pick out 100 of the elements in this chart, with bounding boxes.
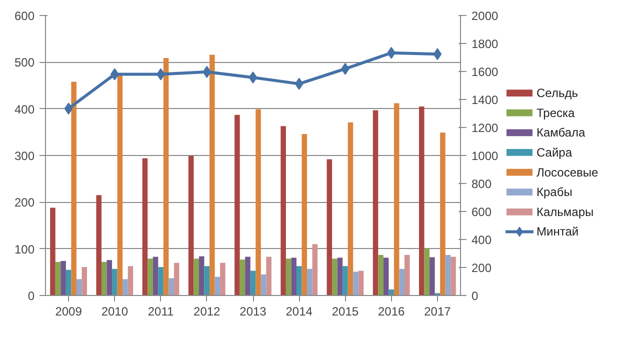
bar: [50, 208, 56, 296]
bar: [394, 103, 400, 296]
bar: [404, 254, 410, 296]
y2-tick-label: 2000: [472, 9, 499, 23]
bar: [430, 257, 435, 296]
point: [294, 78, 304, 90]
bar: [383, 258, 389, 296]
bar: [96, 195, 102, 296]
x-tick-label: 2017: [424, 304, 452, 318]
y2-tick-label: 1800: [472, 37, 499, 51]
bar: [55, 262, 61, 296]
bar: [358, 270, 364, 296]
bar: [198, 256, 204, 296]
y-tick-label: 100: [14, 242, 35, 256]
bar: [60, 260, 66, 296]
bar: [280, 126, 286, 296]
bar: [342, 266, 348, 296]
bar: [117, 75, 123, 296]
bar: [214, 276, 220, 296]
bar: [188, 156, 194, 296]
bar: [122, 279, 128, 296]
bar: [163, 58, 169, 296]
x-tick-label: 2016: [378, 304, 406, 318]
bar: [76, 279, 82, 296]
y2-tick-label: 400: [472, 233, 492, 247]
y-tick-label: 0: [28, 289, 35, 303]
bar: [424, 248, 430, 296]
legend-label: Камбала: [536, 126, 586, 140]
bar: [296, 266, 302, 296]
bar: [174, 262, 180, 296]
bar: [307, 268, 312, 296]
bar: [302, 134, 308, 296]
x-tick-label: 2011: [148, 304, 174, 318]
bar: [419, 106, 424, 296]
x-tick-label: 2012: [194, 304, 221, 318]
point: [202, 66, 212, 78]
x-tick-label: 2013: [240, 304, 267, 318]
y-tick-label: 400: [14, 102, 35, 116]
x-tick-label: 2009: [55, 304, 82, 318]
bar: [194, 258, 199, 296]
bar: [66, 270, 72, 296]
bar: [450, 256, 456, 296]
y2-tick-label: 1200: [472, 121, 499, 135]
y-tick-label: 600: [14, 9, 35, 23]
x-tick-label: 2010: [101, 304, 128, 318]
legend-label: Сельдь: [536, 86, 578, 100]
y2-tick-label: 800: [472, 177, 492, 191]
legend-label: Минтай: [536, 224, 579, 239]
y2-tick-label: 0: [472, 289, 478, 303]
bar: [256, 109, 261, 296]
legend-label: Сайра: [536, 145, 572, 160]
point: [248, 72, 258, 84]
y2-tick-label: 1400: [472, 93, 499, 107]
bar: [337, 258, 343, 296]
bar: [378, 254, 384, 296]
bar: [399, 268, 405, 296]
bar: [245, 256, 250, 296]
point: [433, 48, 442, 60]
bar: [168, 278, 174, 296]
bar: [266, 256, 272, 296]
bar: [372, 110, 378, 296]
bar: [204, 266, 210, 296]
y-tick-label: 500: [14, 56, 35, 70]
bar: [440, 132, 446, 296]
bar: [82, 267, 87, 296]
y2-tick-label: 1600: [472, 65, 499, 79]
bar: [220, 262, 226, 296]
bar: [326, 159, 332, 296]
legend-label: Крабы: [536, 185, 572, 200]
x-tick-label: 2014: [286, 304, 313, 318]
legend-label: Кальмары: [536, 204, 594, 219]
y-tick-label: 200: [14, 196, 35, 210]
bar: [112, 268, 118, 296]
bar: [240, 260, 246, 296]
point: [64, 102, 73, 115]
x-tick-label: 2015: [332, 304, 359, 318]
bar: [348, 122, 354, 296]
bar: [260, 274, 266, 296]
legend-label: Треска: [536, 106, 576, 120]
y2-tick-label: 200: [472, 261, 492, 275]
bar: [353, 272, 358, 296]
bar: [106, 260, 112, 296]
bar: [148, 258, 153, 296]
bar: [142, 158, 148, 296]
bar: [210, 54, 215, 296]
bar: [158, 267, 164, 296]
bar: [71, 82, 76, 296]
bar: [286, 258, 292, 296]
legend-label: Лососевые: [536, 165, 599, 180]
bar: [388, 289, 394, 296]
bar: [152, 256, 158, 296]
bar: [234, 114, 240, 296]
y2-tick-label: 1000: [472, 149, 499, 163]
bar: [445, 254, 451, 296]
bar: [312, 244, 318, 296]
y-tick-label: 300: [14, 149, 35, 163]
bar: [250, 270, 256, 296]
bar: [101, 262, 107, 296]
bar: [291, 258, 296, 296]
bar: [332, 258, 338, 296]
